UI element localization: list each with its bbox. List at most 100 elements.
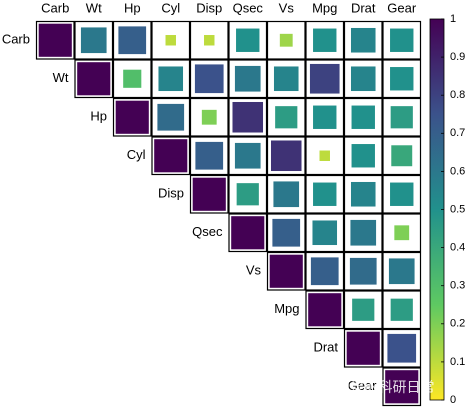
cell-border — [189, 20, 229, 60]
corr-square — [390, 28, 414, 52]
corr-square — [350, 27, 376, 53]
corr-square — [272, 218, 301, 247]
corr-square — [385, 370, 419, 404]
cell-border — [228, 59, 268, 99]
cell-border — [305, 136, 345, 176]
corr-square — [308, 293, 342, 327]
cell-border — [266, 136, 306, 176]
cell-border — [382, 174, 422, 214]
cell-border — [343, 251, 383, 291]
cell-border — [343, 174, 383, 214]
colorbar-tick-label: 0.6 — [450, 165, 465, 177]
corr-square — [236, 28, 260, 52]
colorbar-tick-label: 1 — [450, 13, 456, 25]
corr-square — [232, 101, 264, 133]
corr-square — [269, 254, 303, 288]
row-label: Mpg — [274, 301, 299, 316]
column-label: Qsec — [233, 0, 264, 15]
column-label: Mpg — [312, 0, 337, 15]
corr-square — [346, 331, 380, 365]
corr-square — [350, 219, 377, 246]
cell-border — [151, 136, 191, 176]
cell-border — [343, 213, 383, 253]
corr-square — [387, 333, 417, 363]
corr-square — [313, 28, 337, 52]
cell-border — [266, 20, 306, 60]
corr-square — [192, 177, 226, 211]
column-label: Gear — [387, 0, 417, 15]
corr-square — [279, 33, 293, 47]
cell-border — [343, 136, 383, 176]
cell-border — [151, 59, 191, 99]
cell-border — [305, 20, 345, 60]
corr-square — [309, 63, 340, 94]
cell-border — [189, 59, 229, 99]
cell-border — [112, 59, 152, 99]
corr-square — [195, 141, 224, 170]
corr-square — [158, 66, 184, 92]
corr-square — [270, 140, 302, 172]
corr-square — [157, 103, 185, 131]
corr-square — [231, 216, 265, 250]
colorbar-tick-label: 0.7 — [450, 127, 465, 139]
corr-square — [351, 105, 375, 129]
column-label: Vs — [279, 0, 295, 15]
cell-border — [382, 59, 422, 99]
row-label: Hp — [90, 109, 107, 124]
cell-border — [189, 136, 229, 176]
corr-square — [38, 23, 72, 57]
cell-border — [382, 251, 422, 291]
corr-square — [313, 182, 337, 206]
corr-square — [80, 27, 107, 54]
corr-square — [394, 225, 410, 241]
cell-border — [266, 251, 306, 291]
cell-border — [112, 97, 152, 137]
cell-border — [74, 59, 114, 99]
corr-square — [273, 66, 299, 92]
row-label: Cyl — [127, 147, 146, 162]
row-label: Drat — [313, 340, 338, 355]
cell-border — [305, 174, 345, 214]
corr-square — [390, 298, 413, 321]
corr-square — [310, 257, 339, 286]
corr-square — [234, 65, 261, 92]
cell-border — [305, 251, 345, 291]
colorbar-tick-label: 0 — [450, 394, 456, 406]
corr-square — [201, 109, 217, 125]
column-label: Wt — [86, 0, 102, 15]
cell-border — [382, 20, 422, 60]
corr-square — [194, 64, 224, 94]
column-label: Hp — [124, 0, 141, 15]
cell-border — [266, 213, 306, 253]
cell-border — [74, 20, 114, 60]
colorbar-tick-label: 0.8 — [450, 89, 465, 101]
cell-border — [112, 20, 152, 60]
cell-border — [35, 20, 75, 60]
corr-square — [319, 150, 330, 161]
cell-border — [228, 174, 268, 214]
row-label: Carb — [2, 32, 30, 47]
cell-border — [382, 213, 422, 253]
corr-square — [391, 145, 413, 167]
corr-square — [352, 298, 375, 321]
row-label: Gear — [348, 378, 378, 393]
column-label: Disp — [196, 0, 222, 15]
colorbar-tick-label: 0.2 — [450, 318, 465, 330]
corr-square — [123, 69, 142, 88]
cell-border — [189, 174, 229, 214]
column-label: Cyl — [161, 0, 180, 15]
cell-border — [382, 367, 422, 407]
cell-border — [343, 328, 383, 368]
cell-border — [382, 97, 422, 137]
watermark: 知乎 @阿昆的科研日常 — [290, 379, 434, 396]
corr-square — [390, 182, 414, 206]
corr-square — [236, 183, 259, 206]
cell-border — [305, 290, 345, 330]
corr-square — [350, 181, 376, 207]
cell-border — [382, 136, 422, 176]
cell-border — [228, 136, 268, 176]
corr-square — [351, 144, 375, 168]
row-label: Vs — [246, 263, 262, 278]
corr-square — [118, 26, 147, 55]
